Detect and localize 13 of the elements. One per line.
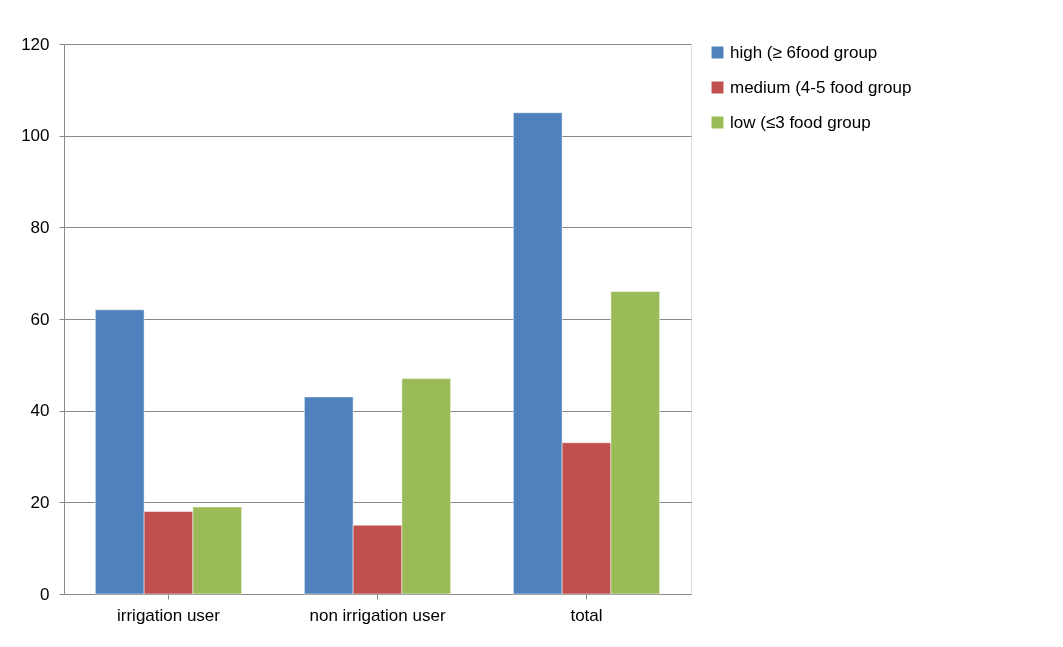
y-tick-label: 60: [30, 309, 50, 329]
x-tick-label: total: [570, 605, 603, 625]
y-tick-label: 0: [40, 584, 50, 604]
y-tick-label: 20: [30, 492, 50, 512]
x-tick-label: irrigation user: [117, 605, 221, 625]
x-tick-label: non irrigation user: [309, 605, 446, 625]
legend-label: high (≥ 6food group: [730, 42, 878, 62]
y-tick-label: 100: [21, 126, 50, 146]
legend-label: medium (4-5 food group: [730, 77, 912, 97]
legend-label: low (≤3 food group: [730, 112, 871, 132]
y-tick-label: 80: [30, 217, 50, 237]
y-tick-label: 120: [21, 34, 50, 54]
y-tick-label: 40: [30, 401, 50, 421]
